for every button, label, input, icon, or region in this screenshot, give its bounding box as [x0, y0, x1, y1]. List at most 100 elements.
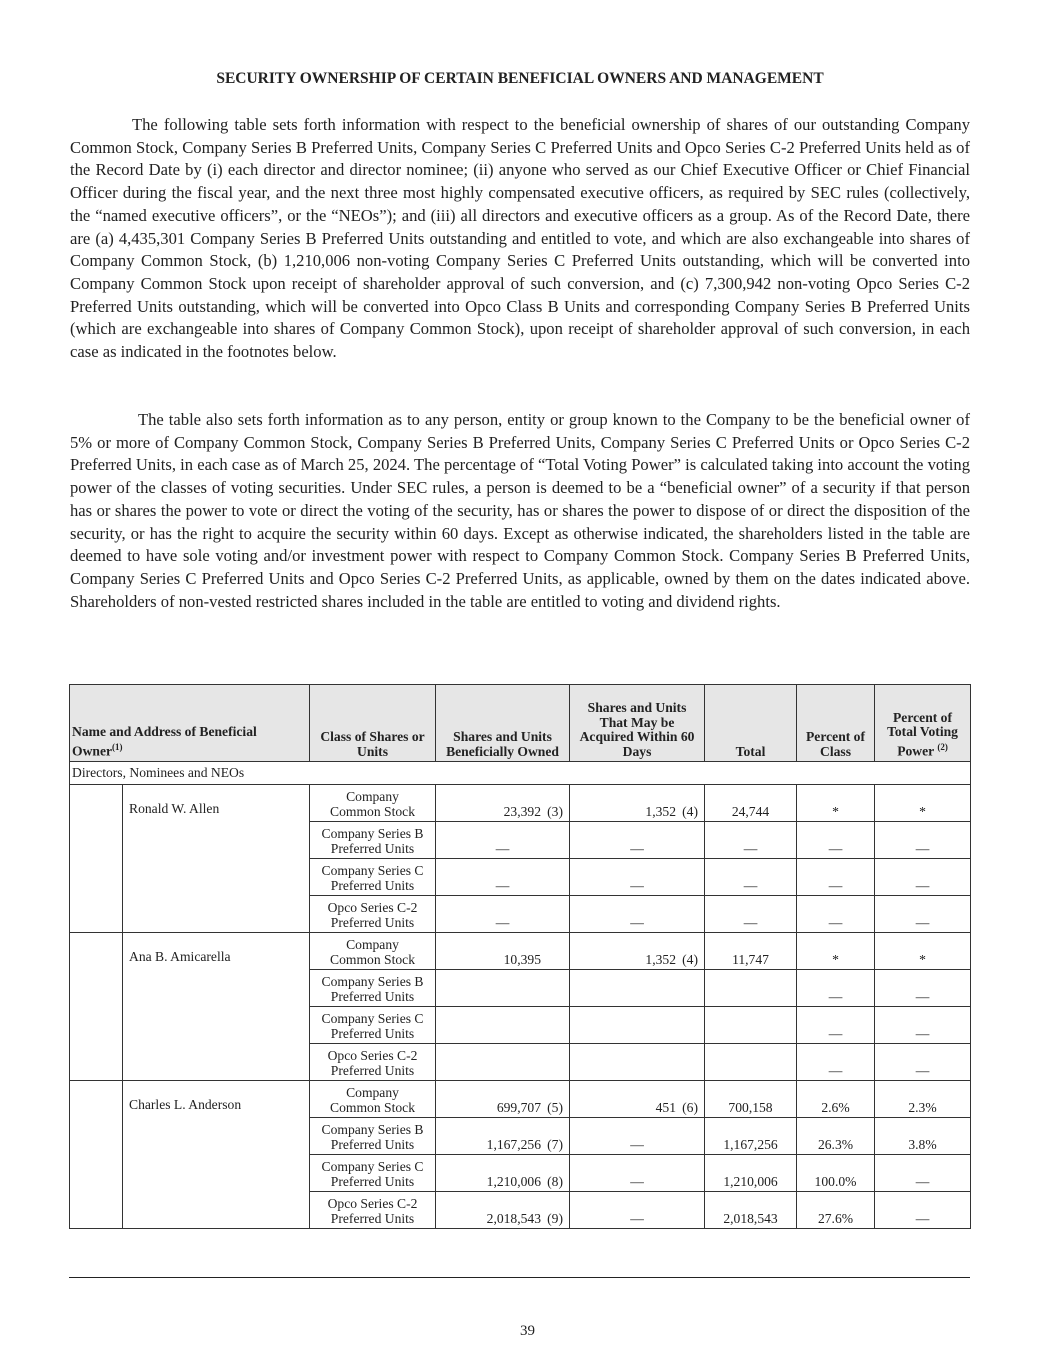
header-owned: Shares and Units Beneficially Owned — [435, 684, 571, 762]
section-row: Directors, Nominees and NEOs — [68, 761, 972, 785]
total-cell — [704, 1006, 798, 1044]
pct-class-cell: * — [796, 932, 876, 970]
pct-class-cell: 26.3% — [796, 1117, 876, 1155]
owner-name: Ana B. Amicarella — [121, 932, 311, 1081]
owned-value: 1,210,006 — [486, 1173, 542, 1189]
total-value: 24,744 — [731, 803, 770, 819]
acquire-cell: 1,352 (4) — [569, 784, 706, 822]
pct-vote-cell: — — [874, 1043, 972, 1081]
class-cell: Company Common Stock — [309, 1080, 437, 1118]
pct-class-value: — — [828, 1062, 843, 1078]
total-cell: 2,018,543 — [704, 1191, 798, 1229]
table-row: Company Series B Preferred Units — — — — — — [70, 821, 972, 859]
table-row: Company Series C Preferred Units — — — — — — [70, 858, 972, 896]
class-line: Company Series B — [321, 826, 424, 841]
pct-vote-cell: — — [874, 1154, 972, 1192]
class-cell: Company Common Stock — [309, 932, 437, 970]
class-cell: Company Series B Preferred Units — [309, 969, 437, 1007]
footnote-ref: (4) — [682, 803, 699, 819]
class-cell: Company Series B Preferred Units — [309, 1117, 437, 1155]
class-line: Company Series B — [321, 974, 424, 989]
class-line: Company Series C — [321, 1011, 424, 1026]
section-label: Directors, Nominees and NEOs — [68, 761, 972, 785]
pct-vote-cell: — — [874, 858, 972, 896]
acquire-cell — [569, 1006, 706, 1044]
pct-class-value: 26.3% — [817, 1136, 854, 1152]
pct-vote-value: — — [915, 877, 930, 893]
class-line: Preferred Units — [330, 1062, 415, 1078]
pct-vote-cell: 2.3% — [874, 1080, 972, 1118]
owner-name: Ronald W. Allen — [121, 784, 311, 933]
pct-class-value: 2.6% — [821, 1099, 850, 1115]
pct-vote-value: 3.8% — [908, 1136, 937, 1152]
pct-vote-cell: — — [874, 1191, 972, 1229]
pct-class-value: — — [828, 914, 843, 930]
acquire-cell: — — [569, 821, 706, 859]
header-total: Total — [704, 684, 798, 762]
acquire-cell: 451 (6) — [569, 1080, 706, 1118]
pct-class-cell: — — [796, 858, 876, 896]
pct-class-cell: — — [796, 1006, 876, 1044]
acquire-value: 1,352 — [645, 951, 677, 967]
pct-class-value: — — [828, 877, 843, 893]
owned-cell: 23,392 (3) — [435, 784, 571, 822]
acquire-cell: — — [569, 858, 706, 896]
acquire-cell: 1,352 (4) — [569, 932, 706, 970]
total-cell — [704, 969, 798, 1007]
footnote-ref: (3) — [547, 803, 564, 819]
footnote-ref: (5) — [547, 1099, 564, 1115]
pct-vote-value: — — [915, 1025, 930, 1041]
footnote-ref: (9) — [547, 1210, 564, 1226]
owned-cell — [435, 969, 571, 1007]
pct-class-cell: — — [796, 895, 876, 933]
owned-value: 699,707 — [496, 1099, 542, 1115]
pct-class-cell: 27.6% — [796, 1191, 876, 1229]
header-row: Name and Address of Beneficial Owner(1) … — [68, 684, 972, 762]
class-cell: Company Series C Preferred Units — [309, 1006, 437, 1044]
acquire-cell: — — [569, 1191, 706, 1229]
total-value: 1,210,006 — [723, 1173, 778, 1189]
class-line: Company Series C — [321, 863, 424, 878]
pct-vote-value: — — [915, 988, 930, 1004]
owned-cell: — — [435, 821, 571, 859]
class-line: Preferred Units — [330, 1136, 415, 1152]
total-cell — [704, 1043, 798, 1081]
acquire-value: 451 — [655, 1099, 677, 1115]
class-line: Company — [346, 937, 399, 952]
footer-rule — [69, 1277, 970, 1278]
owned-cell — [435, 1006, 571, 1044]
owned-value: 1,167,256 — [486, 1136, 542, 1152]
header-class: Class of Shares or Units — [309, 684, 437, 762]
pct-class-cell: 100.0% — [796, 1154, 876, 1192]
class-line: Common Stock — [330, 951, 415, 967]
footnote-ref: (6) — [682, 1099, 699, 1115]
class-line: Common Stock — [330, 803, 415, 819]
class-line: Preferred Units — [330, 877, 415, 893]
class-cell: Company Series B Preferred Units — [309, 821, 437, 859]
table-row: Opco Series C-2 Preferred Units 2,018,543 (… — [70, 1191, 972, 1229]
header-pct-vote: Percent of Total Voting Power (2) — [874, 684, 972, 762]
acquire-value: 1,352 — [645, 803, 677, 819]
owned-cell: — — [435, 858, 571, 896]
header-name: Name and Address of Beneficial Owner(1) — [68, 684, 311, 762]
table-row: Company Series B Preferred Units 1,167,256… — [70, 1117, 972, 1155]
total-cell: 11,747 — [704, 932, 798, 970]
class-cell: Company Common Stock — [309, 784, 437, 822]
owned-value: — — [495, 877, 510, 893]
page-number: 39 — [520, 1323, 535, 1339]
class-cell: Opco Series C-2 Preferred Units — [309, 895, 437, 933]
pct-class-value: — — [828, 1025, 843, 1041]
indent-cell — [69, 1080, 123, 1229]
total-value: 2,018,543 — [723, 1210, 778, 1226]
indent-cell — [69, 784, 123, 933]
indent-cell — [69, 932, 123, 1081]
owned-value: — — [495, 840, 510, 856]
total-cell: 1,167,256 — [704, 1117, 798, 1155]
footnote-ref: (4) — [682, 951, 699, 967]
pct-class-cell: — — [796, 821, 876, 859]
table-row: Company Series B Preferred Units — — — [70, 969, 972, 1007]
class-line: Preferred Units — [330, 840, 415, 856]
pct-class-value: — — [828, 988, 843, 1004]
pct-vote-cell: * — [874, 784, 972, 822]
table-row: Opco Series C-2 Preferred Units — — — [70, 1043, 972, 1081]
